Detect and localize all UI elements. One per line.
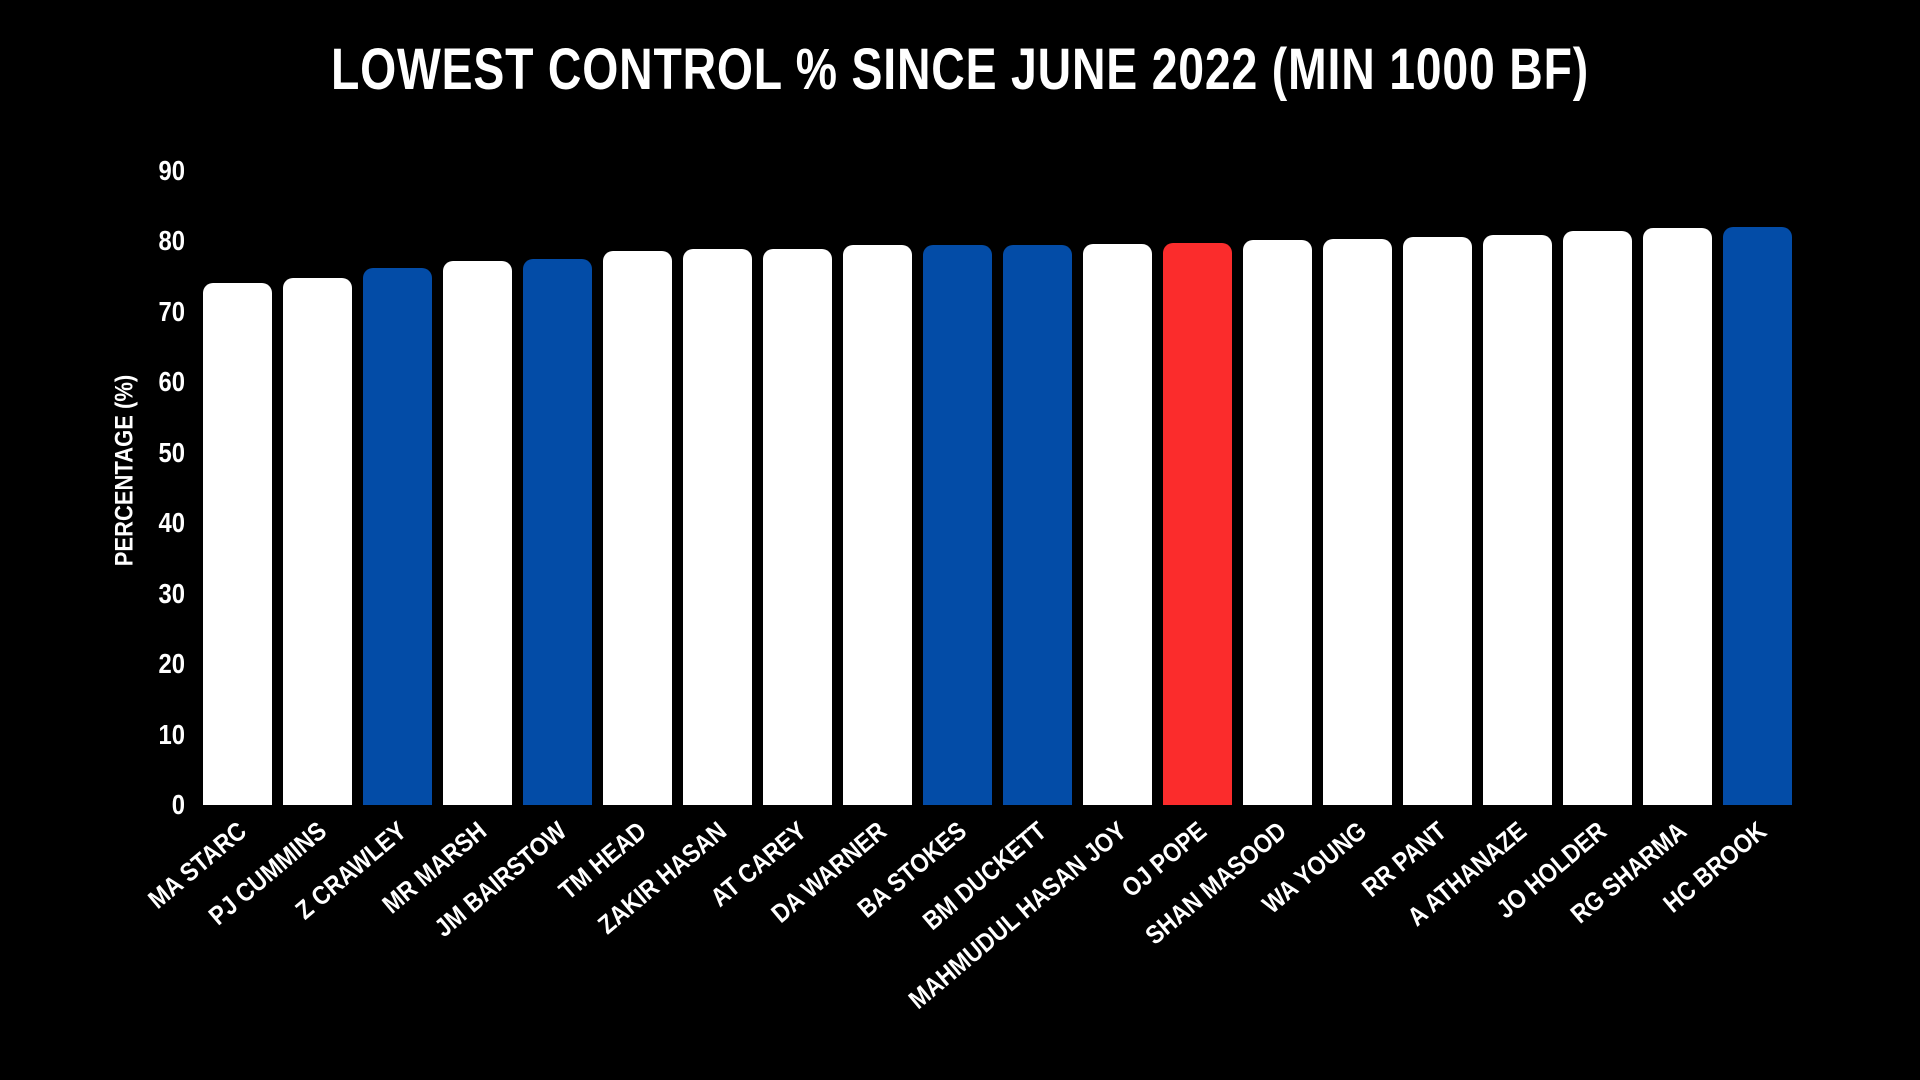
x-tick-label-bm-duckett: BM DUCKETT [916, 815, 1052, 936]
y-tick-label-0: 0 [171, 789, 185, 820]
x-tick-label-jm-bairstow: JM BAIRSTOW [427, 815, 572, 943]
y-tick-label-20: 20 [158, 648, 185, 679]
x-tick-label-pj-cummins: PJ CUMMINS [202, 815, 332, 931]
bar-at-carey [763, 249, 832, 805]
bar-jo-holder [1563, 231, 1632, 805]
bar-z-crawley [363, 268, 432, 805]
bar-oj-pope [1163, 243, 1232, 805]
x-tick-label-rr-pant: RR PANT [1355, 815, 1452, 903]
x-tick-label-da-warner: DA WARNER [764, 815, 892, 929]
bar-ma-starc [203, 283, 272, 805]
bar-ba-stokes [923, 245, 992, 805]
bar-bm-duckett [1003, 245, 1072, 805]
x-tick-label-jo-holder: JO HOLDER [1489, 815, 1612, 925]
bar-zakir-hasan [683, 249, 752, 805]
x-tick-label-hc-brook: HC BROOK [1656, 815, 1772, 919]
y-tick-label-80: 80 [158, 225, 185, 256]
y-tick-label-90: 90 [158, 154, 185, 186]
bar-pj-cummins [283, 278, 352, 805]
y-tick-label-60: 60 [158, 366, 185, 397]
bar-rr-pant [1403, 237, 1472, 805]
x-tick-label-ba-stokes: BA STOKES [850, 815, 972, 924]
x-tick-label-wa-young: WA YOUNG [1255, 815, 1372, 920]
x-tick-label-tm-head: TM HEAD [552, 815, 652, 906]
bar-mahmudul-hasan-joy [1083, 244, 1152, 805]
bar-shan-masood [1243, 240, 1312, 805]
bar-tm-head [603, 251, 672, 805]
x-tick-label-z-crawley: Z CRAWLEY [289, 815, 412, 926]
y-tick-label-10: 10 [158, 718, 185, 750]
x-tick-label-rg-sharma: RG SHARMA [1564, 815, 1692, 930]
x-tick-label-mahmudul-hasan-joy: MAHMUDUL HASAN JOY [902, 815, 1132, 1015]
bar-mr-marsh [443, 261, 512, 805]
chart-title: LOWEST CONTROL % SINCE JUNE 2022 (MIN 10… [330, 37, 1590, 102]
bar-hc-brook [1723, 227, 1792, 805]
y-tick-label-40: 40 [158, 507, 185, 538]
x-tick-label-at-carey: AT CAREY [703, 815, 812, 913]
y-tick-label-50: 50 [158, 436, 185, 468]
bar-a-athanaze [1483, 235, 1552, 805]
y-tick-label-30: 30 [158, 577, 185, 609]
bar-jm-bairstow [523, 259, 592, 805]
bar-plot-area [203, 170, 1792, 805]
x-tick-label-zakir-hasan: ZAKIR HASAN [591, 815, 732, 940]
bar-rg-sharma [1643, 228, 1712, 805]
y-tick-label-70: 70 [158, 295, 185, 327]
x-tick-label-mr-marsh: MR MARSH [375, 815, 492, 920]
x-tick-label-a-athanaze: A ATHANAZE [1400, 815, 1532, 932]
x-tick-label-shan-masood: SHAN MASOOD [1138, 815, 1292, 951]
bar-wa-young [1323, 239, 1392, 805]
y-axis-label: PERCENTAGE (%) [110, 374, 139, 567]
bar-da-warner [843, 245, 912, 805]
